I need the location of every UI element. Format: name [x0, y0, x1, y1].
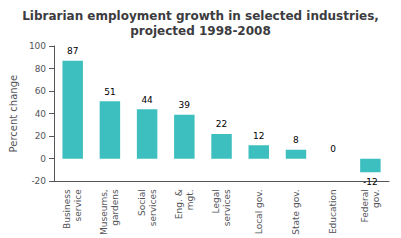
svg-text:22: 22 [216, 119, 227, 129]
svg-text:Local gov.: Local gov. [254, 189, 264, 234]
svg-text:Museums,: Museums, [99, 189, 109, 235]
svg-text:-20: -20 [31, 176, 46, 186]
svg-text:services: services [222, 189, 232, 226]
svg-text:20: 20 [35, 131, 47, 141]
svg-text:mgt.: mgt. [185, 189, 195, 210]
svg-text:100: 100 [29, 41, 46, 51]
svg-text:Business: Business [62, 189, 72, 229]
svg-text:39: 39 [179, 100, 191, 110]
svg-text:State gov.: State gov. [291, 189, 301, 234]
svg-text:51: 51 [104, 87, 115, 97]
svg-text:0: 0 [40, 154, 46, 164]
svg-text:40: 40 [35, 109, 47, 119]
svg-text:Social: Social [137, 189, 147, 216]
svg-text:gardens: gardens [110, 189, 120, 226]
svg-text:60: 60 [35, 86, 47, 96]
svg-text:Percent change: Percent change [8, 75, 19, 153]
svg-text:80: 80 [35, 64, 47, 74]
svg-text:87: 87 [67, 46, 78, 56]
svg-text:8: 8 [293, 135, 299, 145]
svg-text:44: 44 [141, 95, 153, 105]
svg-text:Federal: Federal [360, 189, 370, 222]
svg-text:services: services [148, 189, 158, 226]
svg-text:service: service [73, 189, 83, 222]
svg-text:projected 1998-2008: projected 1998-2008 [130, 24, 271, 38]
svg-text:Education: Education [328, 189, 338, 234]
svg-text:Librarian employment growth in: Librarian employment growth in selected … [22, 9, 379, 23]
svg-text:-12: -12 [363, 177, 378, 187]
svg-text:Eng. &: Eng. & [174, 189, 184, 219]
svg-text:12: 12 [253, 131, 264, 141]
svg-text:Legal: Legal [211, 189, 221, 213]
svg-text:gov.: gov. [371, 189, 381, 208]
svg-text:0: 0 [330, 144, 336, 154]
